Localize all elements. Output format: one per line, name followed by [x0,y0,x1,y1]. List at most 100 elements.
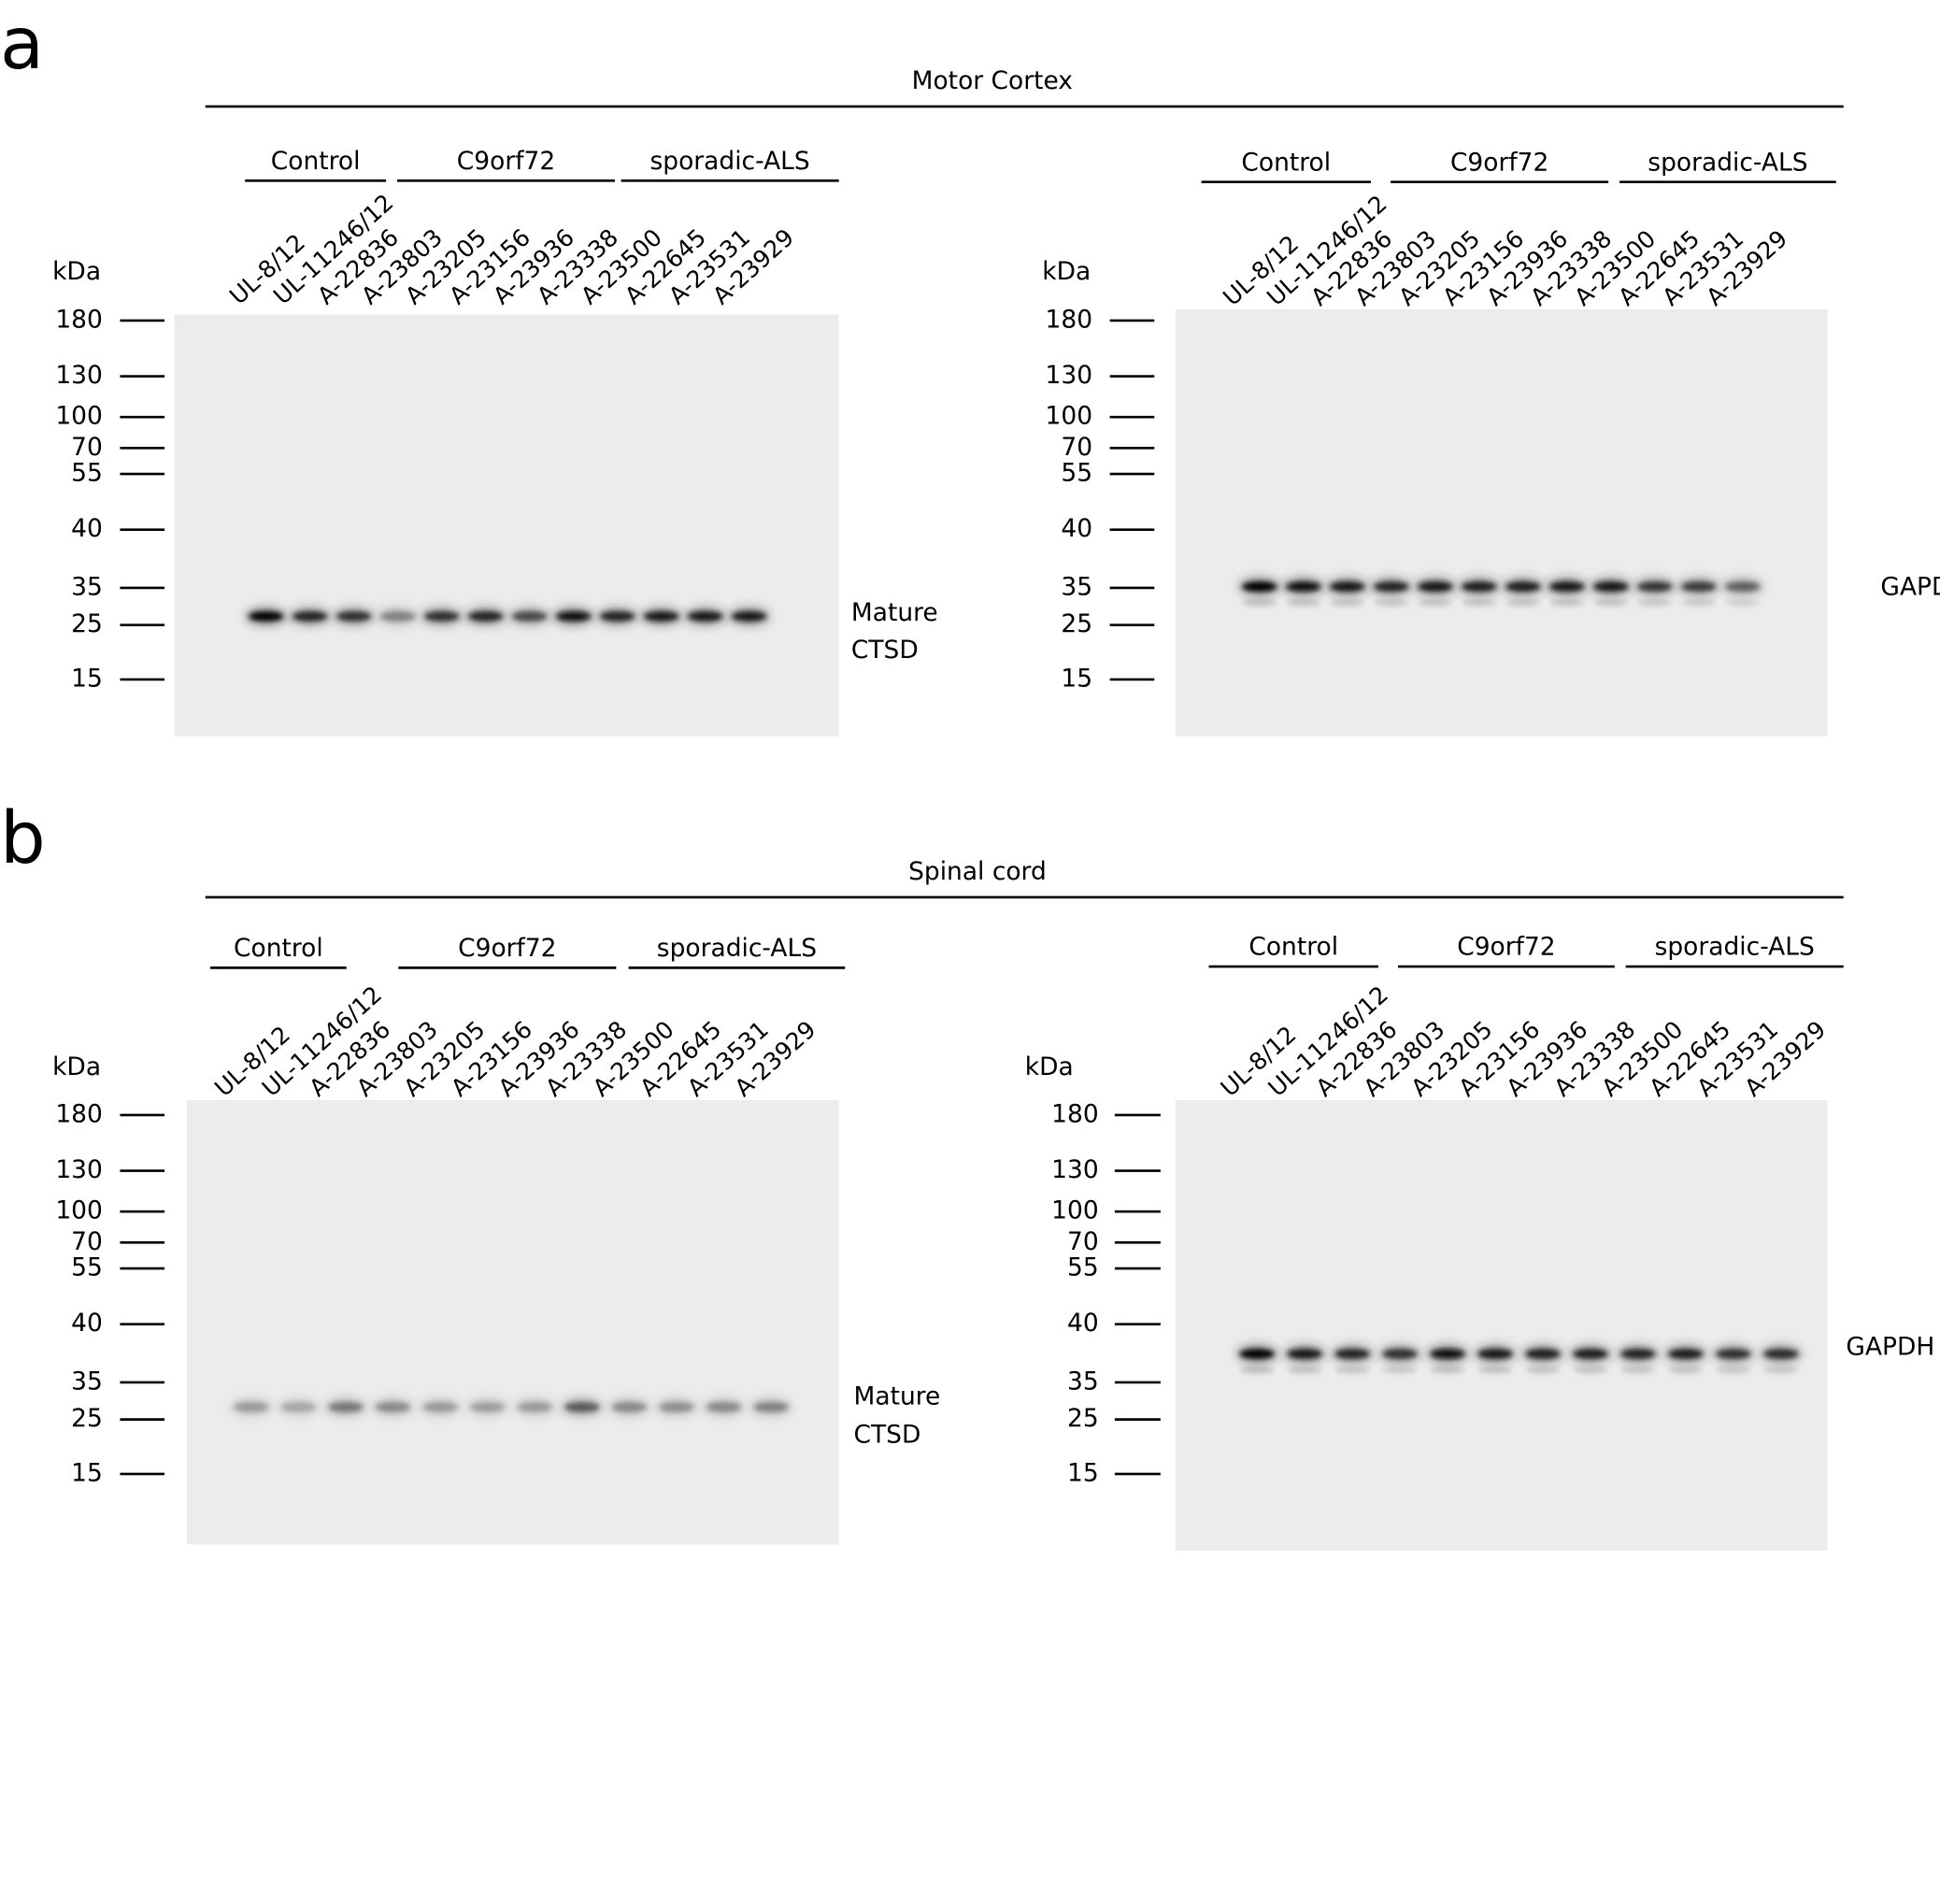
band [468,611,504,622]
group-label: C9orf72 [1450,148,1548,177]
panel-letter: a [0,3,44,86]
marker-label: 130 [55,361,103,390]
marker-label: 100 [55,1196,103,1225]
band [1239,1349,1275,1359]
band [1418,581,1453,592]
group-label: C9orf72 [1457,933,1555,962]
marker-label: 100 [55,402,103,431]
band-faint [1242,598,1277,607]
band-label: Mature [851,598,938,627]
panel-title: Motor Cortex [912,66,1073,95]
band [234,1402,269,1412]
marker-label: 180 [55,1099,103,1128]
band [1334,1349,1370,1359]
marker-label: 130 [1046,361,1093,390]
marker-label: 70 [71,433,103,462]
band [1330,581,1365,592]
band-label: GAPDH [1846,1332,1934,1361]
band [564,1402,600,1412]
band-faint [1430,1366,1465,1374]
band-faint [1620,1366,1656,1374]
marker-label: 35 [1067,1367,1099,1396]
band [1525,1349,1561,1359]
group-label: sporadic-ALS [1655,933,1815,962]
marker-label: 55 [1067,1253,1099,1282]
band [375,1402,411,1412]
unit-label: kDa [52,257,101,286]
marker-label: 40 [1061,514,1092,543]
band-faint [1668,1366,1704,1374]
panel-letter: b [0,797,46,880]
band-faint [1330,598,1365,607]
band [1637,581,1673,592]
unit-label: kDa [52,1052,101,1081]
band-faint [1725,598,1761,607]
band [753,1402,789,1412]
marker-label: 40 [71,514,103,543]
marker-label: 25 [71,1404,103,1433]
band-label: CTSD [851,636,919,665]
band [732,611,767,622]
band [1763,1349,1799,1359]
band [1477,1349,1513,1359]
band [1620,1349,1656,1359]
group-label: Control [271,147,361,176]
band [1374,581,1409,592]
group-label: C9orf72 [457,147,555,176]
band [1430,1349,1465,1359]
band-faint [1334,1366,1370,1374]
band [611,1402,647,1412]
marker-label: 40 [71,1309,103,1338]
band [517,1402,552,1412]
marker-label: 15 [71,1458,103,1487]
group-label: sporadic-ALS [657,934,817,963]
band-faint [1374,598,1409,607]
band [688,611,723,622]
marker-label: 180 [1046,305,1093,334]
band-faint [1462,598,1497,607]
band [1725,581,1761,592]
marker-label: 55 [71,1253,103,1282]
band [1573,1349,1608,1359]
band [556,611,592,622]
band [1668,1349,1704,1359]
band-faint [1549,598,1585,607]
marker-label: 70 [1067,1227,1099,1256]
band-faint [1637,598,1673,607]
band [659,1402,694,1412]
group-label: C9orf72 [458,934,556,963]
group-label: Control [234,934,323,963]
marker-label: 35 [71,572,103,601]
band [336,611,372,622]
band [600,611,635,622]
band-faint [1287,1366,1322,1374]
band-faint [1239,1366,1275,1374]
marker-label: 180 [1051,1099,1099,1128]
marker-label: 15 [1067,1458,1099,1487]
marker-label: 70 [71,1227,103,1256]
band-faint [1505,598,1541,607]
marker-label: 15 [71,664,103,693]
group-label: Control [1241,148,1331,177]
band [706,1402,742,1412]
band-label: CTSD [854,1420,921,1449]
marker-label: 25 [1061,609,1092,638]
marker-label: 55 [1061,459,1092,488]
band [1242,581,1277,592]
band-label: GAPDH [1880,572,1940,601]
band [470,1402,506,1412]
band [380,611,416,622]
band [512,611,548,622]
marker-label: 25 [1067,1404,1099,1433]
band-faint [1681,598,1717,607]
group-label: sporadic-ALS [1648,148,1807,177]
marker-label: 100 [1046,402,1093,431]
band-faint [1593,598,1629,607]
gel [174,314,839,737]
band [422,1402,458,1412]
band [1549,581,1585,592]
band [249,611,284,622]
marker-label: 25 [71,609,103,638]
band-label: Mature [854,1381,941,1410]
marker-label: 40 [1067,1309,1099,1338]
